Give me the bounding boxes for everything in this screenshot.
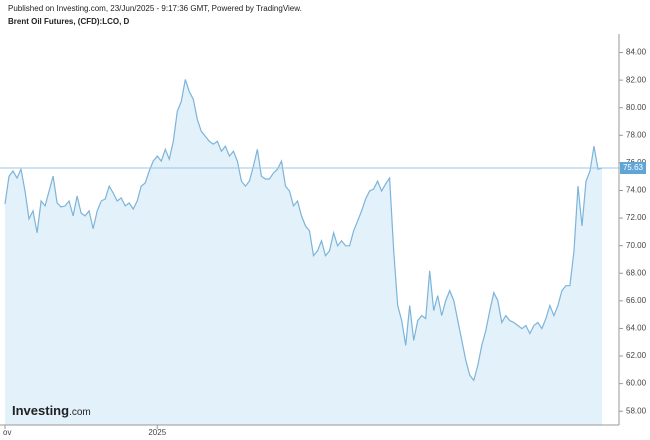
y-tick-label: 80.00	[626, 103, 647, 112]
y-tick-label: 58.00	[626, 406, 647, 415]
y-tick-label: 62.00	[626, 351, 647, 360]
y-tick-label: 74.00	[626, 186, 647, 195]
y-tick-label: 66.00	[626, 296, 647, 305]
last-price-label: 75.63	[623, 163, 644, 172]
last-price-box	[620, 162, 646, 175]
x-tick-label: 2025	[148, 428, 166, 437]
y-tick-label: 84.00	[626, 48, 647, 57]
logo: Investing.com	[12, 403, 91, 418]
logo-name: Investing	[12, 403, 69, 418]
area-fill	[5, 79, 602, 425]
published-note: Published on Investing.com, 23/Jun/2025 …	[8, 4, 302, 13]
y-tick-label: 70.00	[626, 241, 647, 250]
y-tick-label: 78.00	[626, 130, 647, 139]
y-tick-label: 72.00	[626, 213, 647, 222]
price-line	[4, 79, 603, 382]
x-tick-label: ov	[3, 428, 11, 437]
y-tick-label: 68.00	[626, 268, 647, 277]
y-tick-label: 82.00	[626, 75, 647, 84]
instrument-title: Brent Oil Futures, (CFD):LCO, D	[8, 17, 130, 26]
logo-suffix: .com	[69, 407, 91, 418]
plot: 58.00 60.00 62.00 64.00 66.00 68.00 70.00 72.00…	[0, 48, 647, 437]
y-tick-label: 60.00	[626, 379, 647, 388]
y-tick-label: 64.00	[626, 324, 647, 333]
